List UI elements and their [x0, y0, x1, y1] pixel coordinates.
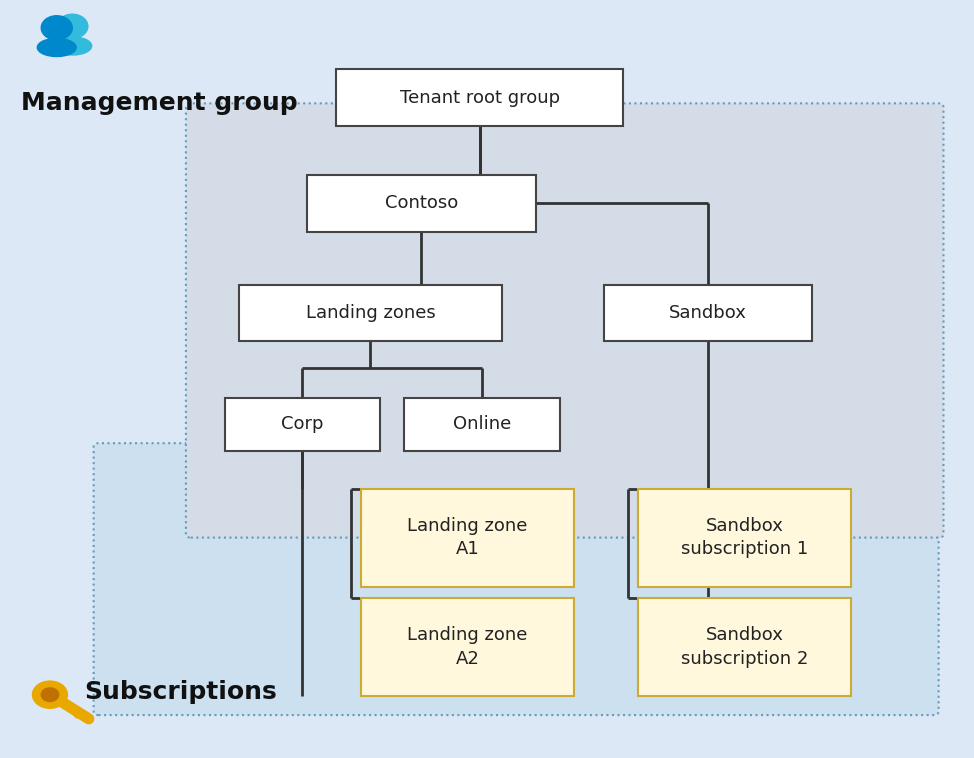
- Text: Landing zone
A1: Landing zone A1: [407, 517, 528, 559]
- Text: Landing zones: Landing zones: [306, 304, 435, 322]
- Circle shape: [56, 14, 88, 39]
- Text: Sandbox: Sandbox: [669, 304, 747, 322]
- Bar: [225, 398, 380, 451]
- Text: Landing zone
A2: Landing zone A2: [407, 626, 528, 668]
- Text: Corp: Corp: [281, 415, 323, 434]
- Bar: [240, 284, 502, 341]
- Bar: [336, 70, 623, 126]
- Circle shape: [41, 688, 58, 701]
- Bar: [308, 175, 536, 232]
- Text: Management group: Management group: [20, 92, 297, 115]
- Bar: [404, 398, 560, 451]
- Text: Sandbox
subscription 1: Sandbox subscription 1: [681, 517, 808, 559]
- Text: Tenant root group: Tenant root group: [399, 89, 560, 107]
- Text: Subscriptions: Subscriptions: [84, 681, 277, 704]
- Bar: [604, 284, 812, 341]
- Ellipse shape: [37, 39, 76, 57]
- Text: Contoso: Contoso: [385, 194, 458, 212]
- Ellipse shape: [53, 37, 92, 55]
- Bar: [360, 598, 575, 696]
- Bar: [638, 488, 851, 587]
- Bar: [360, 488, 575, 587]
- FancyBboxPatch shape: [186, 103, 944, 537]
- Circle shape: [32, 681, 67, 708]
- Text: Online: Online: [453, 415, 511, 434]
- Text: Sandbox
subscription 2: Sandbox subscription 2: [681, 626, 808, 668]
- Circle shape: [41, 16, 72, 40]
- FancyBboxPatch shape: [94, 443, 939, 715]
- Bar: [638, 598, 851, 696]
